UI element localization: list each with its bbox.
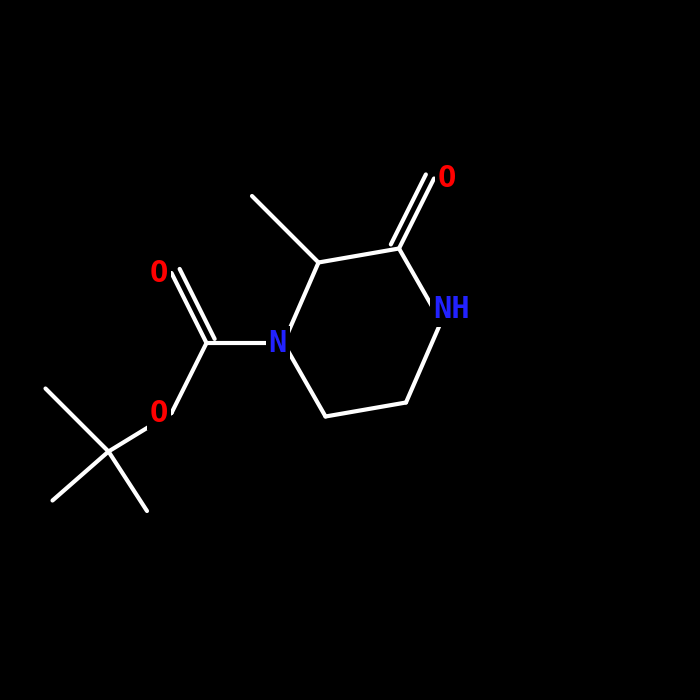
Text: O: O: [150, 258, 168, 288]
Text: NH: NH: [433, 295, 470, 324]
Text: O: O: [150, 398, 168, 428]
Text: O: O: [438, 164, 456, 193]
Text: N: N: [269, 328, 287, 358]
